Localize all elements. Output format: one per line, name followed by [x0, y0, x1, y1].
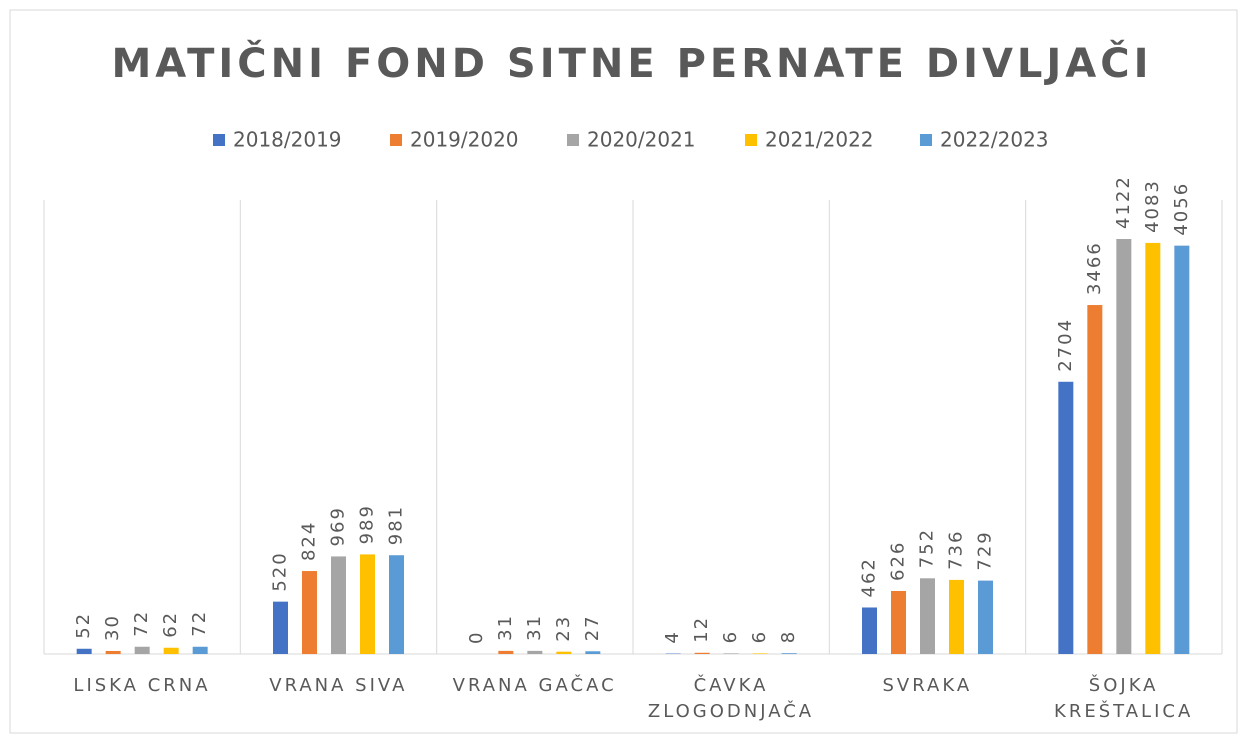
data-label: 752	[917, 528, 938, 568]
chart-frame	[9, 9, 1238, 734]
bar	[76, 648, 92, 654]
legend-swatch	[567, 134, 579, 146]
data-label: 27	[582, 614, 603, 641]
bar	[134, 646, 150, 654]
data-label: 12	[691, 616, 712, 643]
x-tick-label: ŠOJKA KREŠTALICA	[1054, 675, 1194, 722]
bar	[585, 651, 601, 654]
data-label: 736	[946, 530, 967, 570]
legend-label: 2019/2020	[410, 128, 519, 152]
data-label: 626	[888, 541, 909, 581]
legend-label: 2020/2021	[587, 128, 696, 152]
data-label: 4056	[1171, 182, 1192, 236]
chart-title: MATIČNI FOND SITNE PERNATE DIVLJAČI	[111, 39, 1152, 87]
bar	[1087, 305, 1103, 654]
data-label: 981	[386, 505, 407, 545]
bar	[1174, 245, 1190, 654]
bar	[978, 580, 993, 654]
data-label: 4122	[1113, 175, 1134, 229]
data-label: 4083	[1142, 179, 1163, 233]
bar	[1058, 381, 1074, 654]
data-label: 6	[720, 630, 741, 643]
x-tick-label: ČAVKA ZLOGODNJAČA	[647, 675, 815, 722]
x-tick-label: SVRAKA	[882, 675, 973, 696]
x-tick-label: VRANA SIVA	[269, 675, 408, 696]
bar	[105, 650, 121, 654]
bar	[302, 571, 317, 654]
bar	[723, 653, 739, 654]
data-label: 729	[975, 530, 996, 570]
data-label: 0	[466, 631, 487, 644]
bar	[527, 650, 543, 654]
data-label: 52	[73, 612, 94, 639]
data-label: 31	[524, 614, 545, 641]
data-label: 2704	[1055, 318, 1076, 372]
data-label: 6	[749, 630, 770, 643]
data-label: 520	[270, 551, 291, 591]
x-tick-label: LISKA CRNA	[73, 675, 211, 696]
data-label: 30	[102, 614, 123, 641]
data-label: 23	[553, 615, 574, 642]
legend-swatch	[390, 134, 402, 146]
bar	[273, 601, 288, 654]
bar	[862, 607, 877, 654]
data-label: 8	[778, 630, 799, 643]
bar	[331, 556, 346, 654]
bar	[1116, 239, 1132, 654]
bar	[1145, 242, 1161, 654]
data-label: 72	[131, 610, 152, 637]
bar	[192, 646, 208, 654]
legend-label: 2018/2019	[233, 128, 342, 152]
legend-swatch	[213, 134, 225, 146]
legend-swatch	[745, 134, 757, 146]
legend-swatch	[920, 134, 932, 146]
legend-label: 2021/2022	[765, 128, 874, 152]
data-label: 989	[357, 504, 378, 544]
bar	[498, 650, 514, 654]
bar	[781, 653, 797, 654]
bar	[360, 554, 375, 654]
bar	[556, 651, 572, 654]
data-label: 31	[495, 614, 516, 641]
bar	[920, 578, 935, 654]
data-label: 62	[160, 611, 181, 638]
bar	[949, 579, 964, 654]
bar	[891, 590, 906, 654]
data-label: 4	[662, 630, 683, 643]
x-tick-label: VRANA GAČAC	[452, 675, 617, 696]
data-label: 3466	[1084, 241, 1105, 295]
data-label: 462	[859, 557, 880, 597]
bar	[389, 555, 404, 654]
data-label: 72	[189, 610, 210, 637]
bar	[694, 652, 710, 654]
data-label: 824	[299, 521, 320, 561]
bar	[163, 647, 179, 654]
legend-label: 2022/2023	[940, 128, 1049, 152]
bar	[752, 653, 768, 654]
data-label: 969	[328, 506, 349, 546]
